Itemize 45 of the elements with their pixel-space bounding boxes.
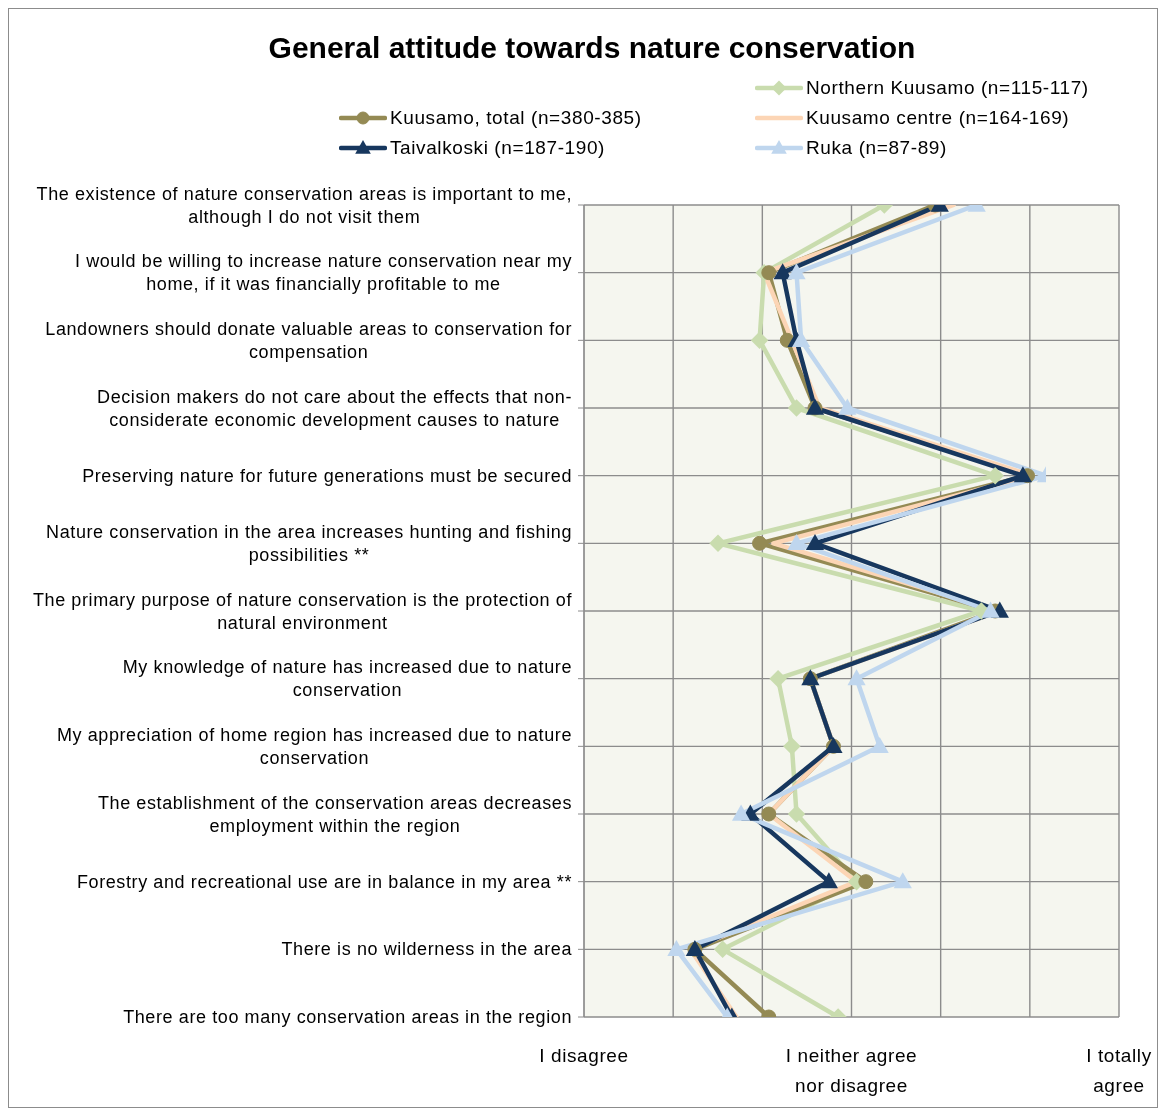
point bbox=[787, 399, 806, 417]
point bbox=[1013, 466, 1032, 483]
point bbox=[769, 669, 787, 688]
legend-label: Northern Kuusamo (n=115-117) bbox=[806, 77, 1089, 99]
point bbox=[893, 872, 912, 889]
y-tick-label: My knowledge of nature has increased due to nature conservation bbox=[122, 657, 572, 701]
y-tick-label: The establishment of the conservation areas decreases employment within the region bbox=[97, 792, 573, 836]
point bbox=[787, 263, 806, 280]
point bbox=[752, 535, 768, 551]
legend-label: Kuusamo centre (n=164-169) bbox=[806, 107, 1070, 129]
y-tick-label: Preserving nature for future generations must be secured bbox=[82, 465, 573, 486]
point bbox=[858, 874, 874, 890]
y-tick-label: My appreciation of home region has increased due to nature conservation bbox=[56, 724, 573, 768]
y-tick-label: The existence of nature conservation areas is important to me, although I do not visit them bbox=[36, 183, 572, 227]
y-tick-label: Nature conservation in the area increases hunting and fishing possibilities ** bbox=[46, 521, 572, 565]
point bbox=[847, 669, 866, 686]
chart-title: General attitude towards nature conservation bbox=[267, 31, 917, 65]
point bbox=[838, 398, 857, 415]
legend-label: Kuusamo, total (n=380-385) bbox=[390, 107, 642, 129]
point bbox=[773, 263, 792, 280]
text: I neither agree nor disagree bbox=[784, 1044, 919, 1098]
y-tick-label: The primary purpose of nature conservation is the protection of natural environment bbox=[32, 589, 573, 633]
y-tick-label: I would be willing to increase nature conservation near my home, if it was financially profitable to me bbox=[74, 251, 572, 295]
point bbox=[731, 804, 751, 821]
point bbox=[667, 939, 686, 956]
point bbox=[761, 265, 777, 281]
y-tick-label: Landowners should donate valuable areas to conservation for compensation bbox=[45, 318, 572, 362]
point bbox=[787, 533, 806, 550]
point bbox=[787, 805, 806, 823]
point bbox=[819, 872, 838, 889]
point bbox=[713, 940, 732, 959]
point bbox=[986, 466, 1004, 485]
legend-label: Taivalkoski (n=187-190) bbox=[390, 137, 605, 159]
y-tick-label: Forestry and recreational use are in balance in my area ** bbox=[76, 871, 572, 892]
point bbox=[981, 601, 1000, 618]
legend-label: Ruka (n=87-89) bbox=[806, 137, 947, 159]
y-tick-label: There is no wilderness in the area bbox=[281, 939, 573, 960]
text: I totally agree bbox=[1085, 1044, 1153, 1098]
y-tick-label: Decision makers do not care about the effects that non-considerate economic development causes to nature bbox=[97, 386, 573, 430]
text: I disagree bbox=[538, 1044, 630, 1068]
point bbox=[870, 736, 889, 753]
point bbox=[761, 806, 777, 822]
y-tick-label: There are too many conservation areas in the region bbox=[123, 1007, 572, 1027]
point bbox=[805, 533, 825, 550]
point bbox=[750, 331, 769, 350]
